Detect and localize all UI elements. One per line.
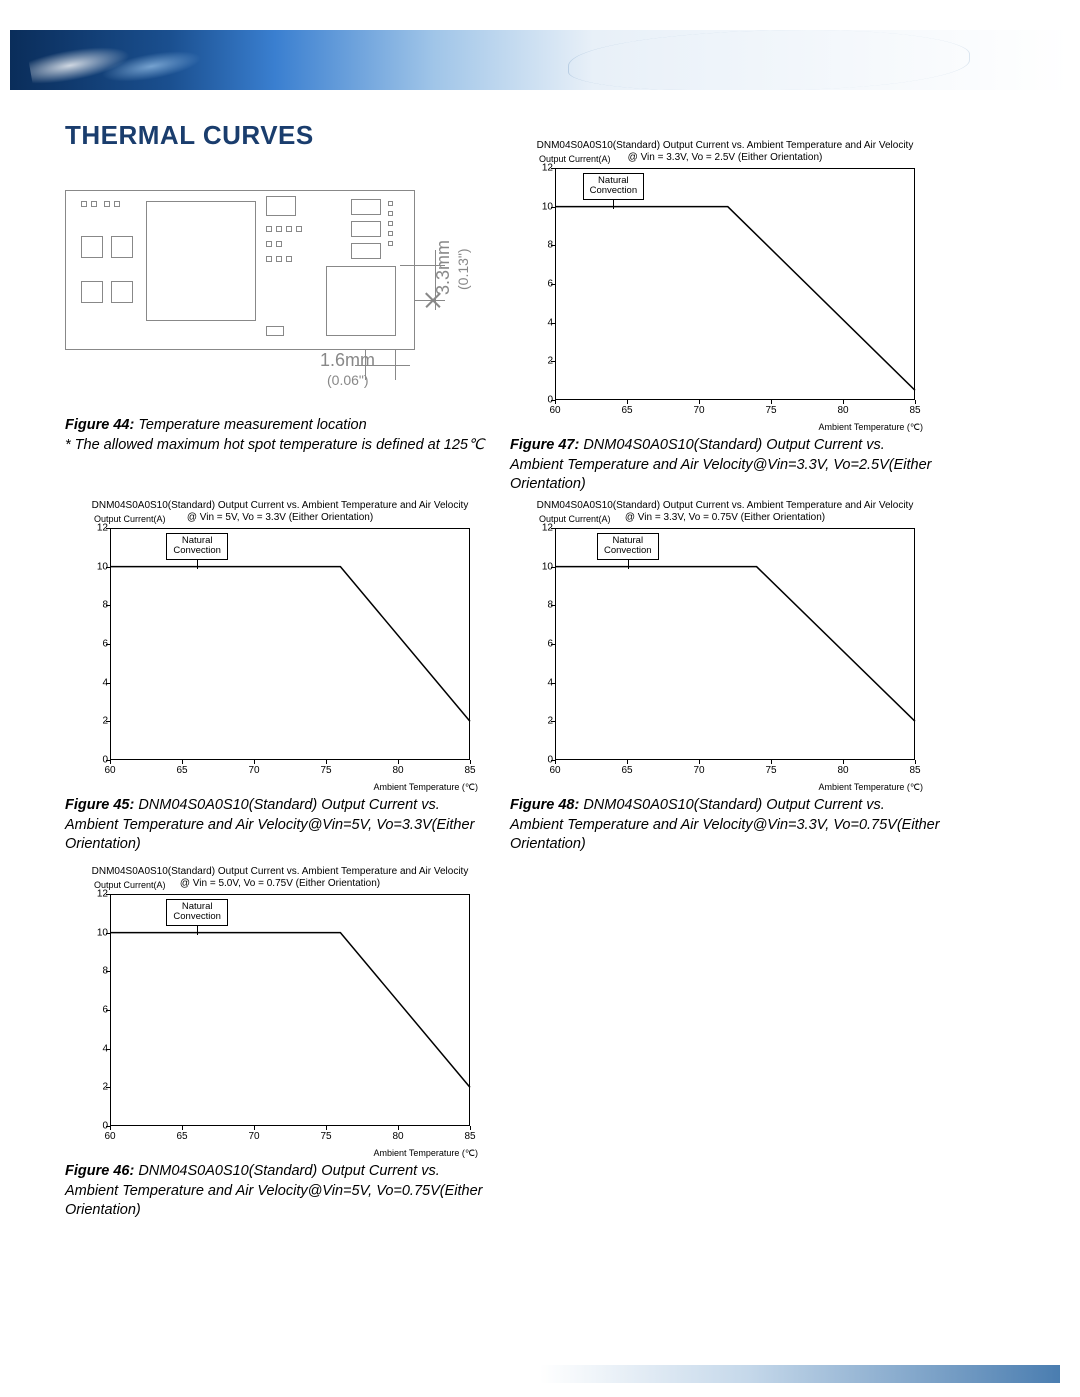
- pcb-diagram: 1.6mm (0.06") 3.3mm (0.13"): [65, 190, 495, 410]
- chart-legend: NaturalConvection: [166, 533, 228, 560]
- dim-h-inch: (0.06"): [327, 372, 369, 388]
- chart-x-label: Ambient Temperature (℃): [374, 782, 478, 793]
- chart-x-label: Ambient Temperature (℃): [374, 1148, 478, 1159]
- chart-x-tick: 85: [464, 765, 475, 776]
- chart-x-tick: 85: [909, 765, 920, 776]
- header-banner: [10, 30, 1070, 90]
- figure-47-caption: Figure 47: DNM04S0A0S10(Standard) Output…: [510, 436, 940, 495]
- chart-plot-area: [555, 528, 915, 760]
- chart-x-tick: 70: [693, 405, 704, 416]
- chart-legend: NaturalConvection: [583, 173, 645, 200]
- chart-x-tick: 75: [320, 765, 331, 776]
- chart-legend: NaturalConvection: [166, 899, 228, 926]
- chart-x-tick: 60: [104, 1131, 115, 1142]
- chart-x-tick: 65: [176, 1131, 187, 1142]
- chart-x-tick: 75: [765, 405, 776, 416]
- chart-x-tick: 80: [837, 405, 848, 416]
- chart-x-tick: 65: [176, 765, 187, 776]
- chart-x-tick: 85: [464, 1131, 475, 1142]
- chart-x-label: Ambient Temperature (℃): [819, 782, 923, 793]
- figure-45-caption: Figure 45: DNM04S0A0S10(Standard) Output…: [65, 796, 495, 855]
- figure-45: DNM04S0A0S10(Standard) Output Current vs…: [65, 500, 495, 855]
- dim-h-mm: 1.6mm: [320, 350, 375, 371]
- figure-44: 1.6mm (0.06") 3.3mm (0.13") Figure 44: T…: [65, 190, 495, 455]
- chart-x-tick: 60: [104, 765, 115, 776]
- figure-46: DNM04S0A0S10(Standard) Output Current vs…: [65, 866, 495, 1221]
- chart-x-tick: 65: [621, 405, 632, 416]
- figure-48-caption: Figure 48: DNM04S0A0S10(Standard) Output…: [510, 796, 940, 855]
- chart-plot-area: [110, 528, 470, 760]
- chart-x-tick: 80: [392, 765, 403, 776]
- figure-44-caption: Figure 44: Temperature measurement locat…: [65, 416, 495, 455]
- chart-x-tick: 70: [248, 765, 259, 776]
- chart-x-tick: 65: [621, 765, 632, 776]
- figure-46-caption: Figure 46: DNM04S0A0S10(Standard) Output…: [65, 1162, 495, 1221]
- chart-x-tick: 75: [765, 765, 776, 776]
- chart-x-tick: 60: [549, 405, 560, 416]
- dim-v-inch: (0.13"): [455, 248, 471, 290]
- figure-47: DNM04S0A0S10(Standard) Output Current vs…: [510, 140, 940, 495]
- chart-x-label: Ambient Temperature (℃): [819, 422, 923, 433]
- chart-plot-area: [555, 168, 915, 400]
- chart-x-tick: 80: [392, 1131, 403, 1142]
- chart-x-tick: 80: [837, 765, 848, 776]
- chart-x-tick: 85: [909, 405, 920, 416]
- dim-v-mm: 3.3mm: [433, 240, 454, 295]
- chart-x-tick: 70: [248, 1131, 259, 1142]
- section-heading: THERMAL CURVES: [65, 120, 314, 151]
- chart-x-tick: 75: [320, 1131, 331, 1142]
- chart-plot-area: [110, 894, 470, 1126]
- footer-accent: [540, 1365, 1060, 1383]
- figure-48: DNM04S0A0S10(Standard) Output Current vs…: [510, 500, 940, 855]
- chart-x-tick: 60: [549, 765, 560, 776]
- chart-x-tick: 70: [693, 765, 704, 776]
- chart-legend: NaturalConvection: [597, 533, 659, 560]
